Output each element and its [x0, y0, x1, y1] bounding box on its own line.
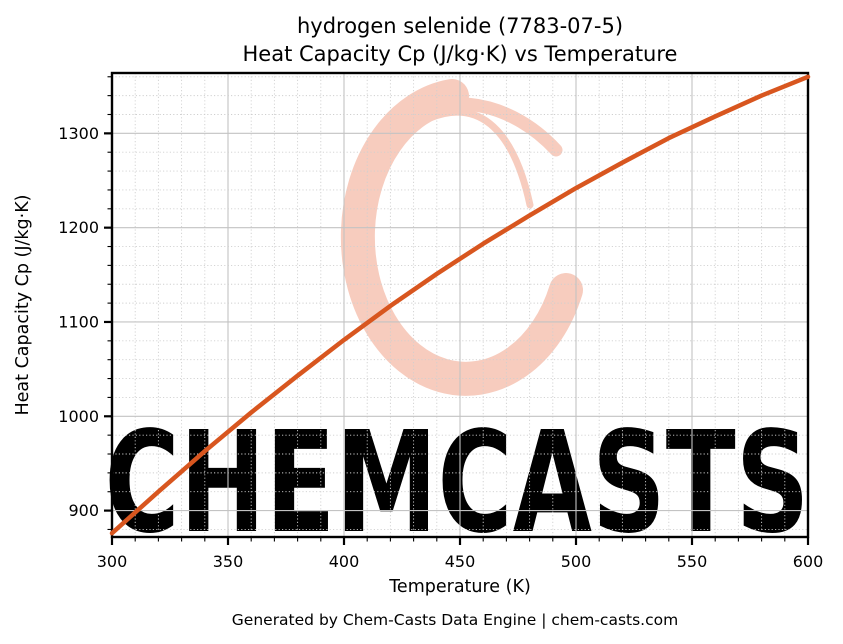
- watermark-layer: CHEMCASTS: [105, 79, 810, 565]
- gridlines: [111, 73, 809, 537]
- x-tick-label: 600: [793, 552, 824, 571]
- x-tick-label: 500: [561, 552, 592, 571]
- x-tick-label: 550: [677, 552, 708, 571]
- chart-title-line1: hydrogen selenide (7783-07-5): [297, 14, 623, 38]
- footer-attribution: Generated by Chem-Casts Data Engine | ch…: [232, 611, 678, 629]
- y-tick-label: 1000: [58, 407, 99, 426]
- axes-and-ticks: [104, 71, 810, 545]
- y-tick-label: 900: [68, 501, 99, 520]
- x-tick-label: 350: [213, 552, 244, 571]
- tick-labels: 300 350 400 450 500 550 600 900 1000 1100 1200 1300: [58, 124, 823, 571]
- x-tick-label: 400: [329, 552, 360, 571]
- chart-title-line2: Heat Capacity Cp (J/kg·K) vs Temperature: [243, 42, 678, 66]
- chemcasts-text-watermark: CHEMCASTS: [105, 402, 810, 565]
- y-tick-label: 1100: [58, 312, 99, 331]
- cp-curve: [109, 74, 811, 536]
- x-axis-label: Temperature (K): [388, 577, 531, 597]
- y-tick-label: 1200: [58, 218, 99, 237]
- x-tick-label: 300: [97, 552, 128, 571]
- chemcasts-logo-watermark-icon: [340, 79, 583, 396]
- y-tick-label: 1300: [58, 124, 99, 143]
- y-axis-label: Heat Capacity Cp (J/kg·K): [13, 195, 33, 416]
- x-tick-label: 450: [445, 552, 476, 571]
